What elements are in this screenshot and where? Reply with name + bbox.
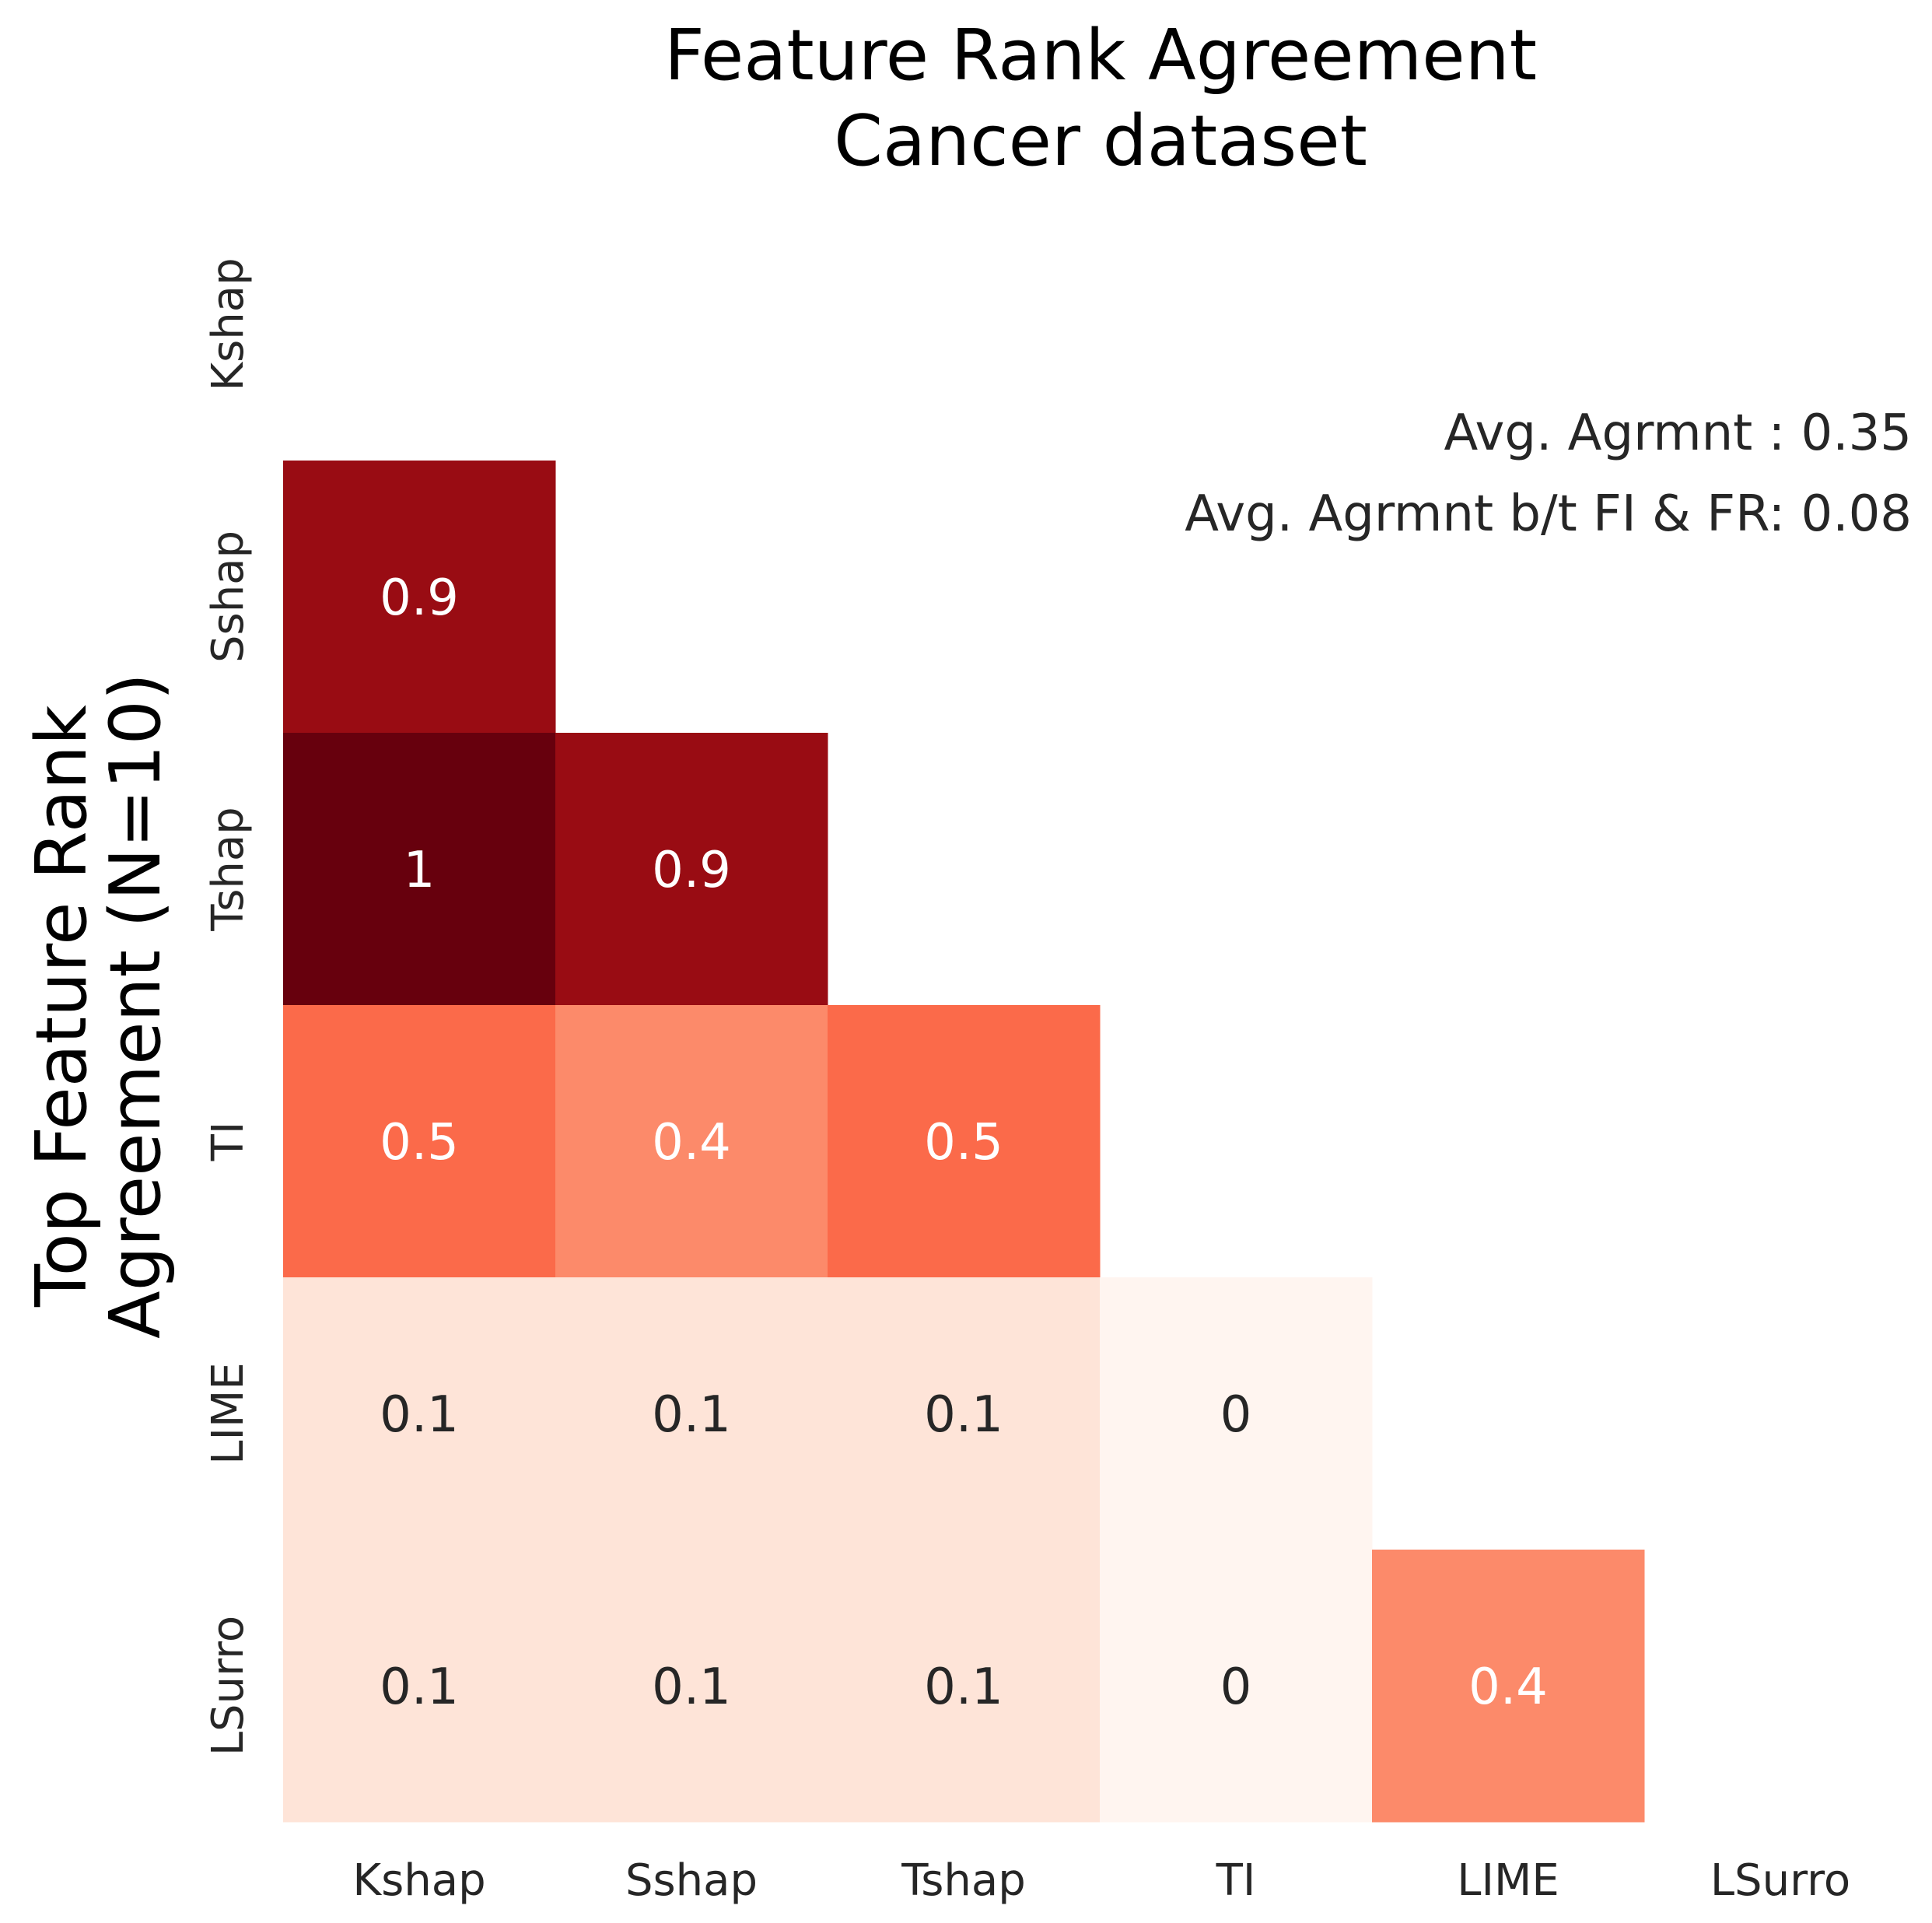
cell-value-label: 0.5 — [380, 1114, 459, 1172]
y-tick-labels: Kshap Sshap Tshap TI LIME LSurro — [203, 257, 254, 1756]
cell-value-label: 0.1 — [924, 1386, 1003, 1444]
cell-value-label: 0.1 — [652, 1386, 731, 1444]
heatmap-cell-lsurro-ti — [1100, 1550, 1373, 1823]
cell-value-label: 0.9 — [380, 569, 459, 627]
x-tick-label: LIME — [1457, 1855, 1559, 1906]
x-tick-label: Tshap — [901, 1855, 1025, 1906]
cell-value-label: 1 — [404, 842, 436, 899]
y-tick-label: TI — [203, 1122, 254, 1162]
cell-value-label: 0 — [1220, 1386, 1252, 1444]
heatmap-cell-lsurro-sshap — [555, 1550, 828, 1823]
x-tick-label: Sshap — [625, 1855, 758, 1906]
cell-value-label: 0.1 — [924, 1659, 1003, 1716]
x-tick-labels: Kshap Sshap Tshap TI LIME LSurro — [352, 1855, 1850, 1906]
cell-value-label: 0.1 — [380, 1659, 459, 1716]
heatmap-cell-ti-sshap — [555, 1005, 828, 1278]
heatmap-cell-lime-sshap — [555, 1277, 828, 1550]
y-tick-label: LIME — [203, 1362, 254, 1464]
y-tick-label: Kshap — [203, 257, 254, 391]
cell-value-label: 0.4 — [1468, 1659, 1548, 1716]
cell-value-label: 0.1 — [652, 1659, 731, 1716]
chart-title-line-2: Cancer dataset — [834, 100, 1367, 182]
y-axis-label-line-1: Top Feature Rank — [21, 705, 103, 1308]
y-tick-label: Tshap — [203, 807, 254, 931]
heatmap-cell-tshap-kshap — [283, 733, 556, 1006]
heatmap-cell-labels: 0.9 1 0.9 0.5 0.4 0.5 0.1 0.1 0.1 0 0.1 0.1 0.1 0 0.4 — [380, 569, 1548, 1716]
y-tick-label: Sshap — [203, 531, 254, 663]
heatmap-cell-ti-kshap — [283, 1005, 556, 1278]
heatmap-cell-lime-kshap — [283, 1277, 556, 1550]
cell-value-label: 0.5 — [924, 1114, 1003, 1172]
y-axis-label: Top Feature Rank Agreement (N=10) — [21, 673, 177, 1339]
cell-value-label: 0 — [1220, 1659, 1252, 1716]
heatmap-cell-ti-tshap — [828, 1005, 1101, 1278]
chart-title-line-1: Feature Rank Agreement — [664, 15, 1537, 96]
heatmap-cells — [283, 461, 1645, 1823]
chart-title: Feature Rank Agreement Cancer dataset — [664, 15, 1537, 182]
avg-agreement-fi-fr-annotation: Avg. Agrmnt b/t FI & FR: 0.08 — [1185, 485, 1912, 543]
cell-value-label: 0.4 — [652, 1114, 731, 1172]
heatmap-cell-lime-ti — [1100, 1277, 1373, 1550]
heatmap-cell-tshap-sshap — [555, 733, 828, 1006]
heatmap-cell-lime-tshap — [828, 1277, 1101, 1550]
cell-value-label: 0.1 — [380, 1386, 459, 1444]
cell-value-label: 0.9 — [652, 842, 731, 899]
agreement-annotations: Avg. Agrmnt : 0.35 Avg. Agrmnt b/t FI & … — [1185, 405, 1912, 543]
heatmap-cell-lsurro-kshap — [283, 1550, 556, 1823]
x-tick-label: LSurro — [1710, 1855, 1850, 1906]
y-tick-label: LSurro — [203, 1616, 254, 1756]
avg-agreement-annotation: Avg. Agrmnt : 0.35 — [1444, 405, 1912, 462]
heatmap-cell-sshap-kshap — [283, 461, 556, 734]
x-tick-label: TI — [1216, 1855, 1256, 1906]
heatmap-cell-lsurro-tshap — [828, 1550, 1101, 1823]
y-axis-label-line-2: Agreement (N=10) — [95, 673, 177, 1339]
heatmap-cell-lsurro-lime — [1372, 1550, 1645, 1823]
x-tick-label: Kshap — [352, 1855, 485, 1906]
